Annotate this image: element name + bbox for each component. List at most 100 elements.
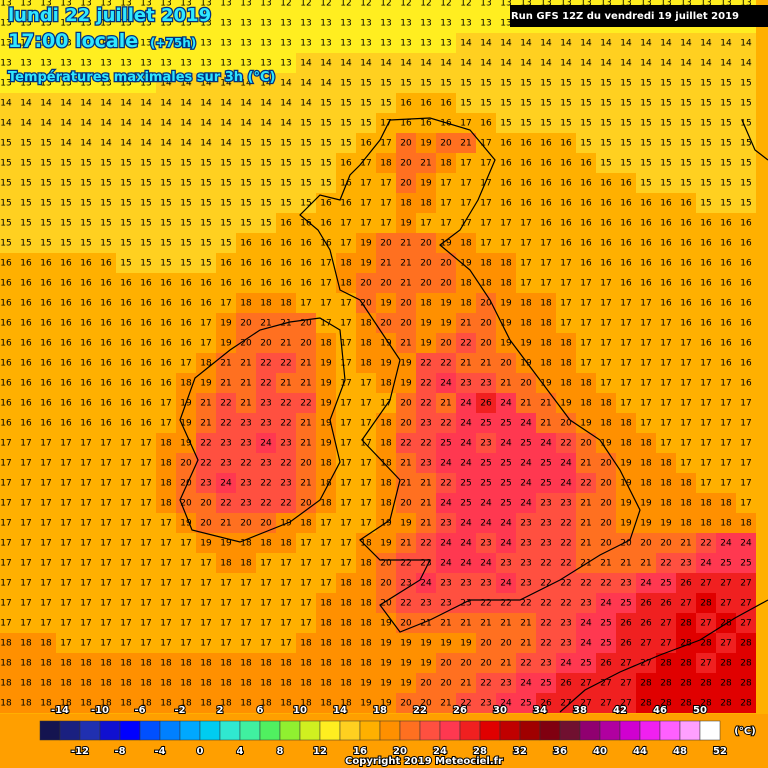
value: 15 xyxy=(700,139,711,149)
cell xyxy=(416,73,436,93)
cell xyxy=(576,673,596,693)
legend-label: 46 xyxy=(653,705,667,716)
value: 17 xyxy=(240,639,251,649)
cell xyxy=(636,333,656,353)
cell xyxy=(576,273,596,293)
value: 15 xyxy=(620,159,631,169)
value: 21 xyxy=(460,359,471,369)
value: 17 xyxy=(620,359,631,369)
cell xyxy=(576,293,596,313)
value: 19 xyxy=(520,339,532,349)
cell xyxy=(56,393,76,413)
value: 20 xyxy=(380,579,392,589)
cell xyxy=(636,193,656,213)
value: 13 xyxy=(220,39,231,49)
cell xyxy=(576,93,596,113)
cell xyxy=(476,293,496,313)
cell xyxy=(476,513,496,533)
legend-swatch xyxy=(399,720,421,741)
cell xyxy=(636,413,656,433)
cell xyxy=(556,313,576,333)
cell xyxy=(296,553,316,573)
cell xyxy=(396,693,416,713)
cell xyxy=(296,33,316,53)
cell xyxy=(536,513,556,533)
cell xyxy=(156,533,176,553)
cell xyxy=(316,53,336,73)
value: 15 xyxy=(140,239,151,249)
value: 15 xyxy=(320,179,331,189)
cell xyxy=(296,273,316,293)
value: 18 xyxy=(220,679,232,689)
value: 16 xyxy=(560,199,572,209)
value: 24 xyxy=(520,419,532,429)
value: 20 xyxy=(180,499,192,509)
cell xyxy=(556,133,576,153)
value: 14 xyxy=(0,119,12,129)
value: 15 xyxy=(220,179,231,189)
legend-label: 34 xyxy=(533,705,547,716)
value: 24 xyxy=(640,579,652,589)
value: 20 xyxy=(600,479,612,489)
cell xyxy=(36,553,56,573)
value: 19 xyxy=(520,359,532,369)
cell xyxy=(276,473,296,493)
cell xyxy=(0,153,16,173)
value: 16 xyxy=(600,199,612,209)
value: 16 xyxy=(520,139,532,149)
value: 22 xyxy=(440,419,451,429)
cell xyxy=(256,393,276,413)
cell xyxy=(696,53,716,73)
cell xyxy=(716,213,736,233)
value: 16 xyxy=(720,299,732,309)
value: 18 xyxy=(520,319,532,329)
cell xyxy=(196,93,216,113)
cell xyxy=(136,653,156,673)
value: 16 xyxy=(120,399,132,409)
cell xyxy=(456,493,476,513)
norway-coast xyxy=(741,119,768,161)
value: 17 xyxy=(360,479,371,489)
cell xyxy=(676,653,696,673)
value: 17 xyxy=(300,579,311,589)
value: 24 xyxy=(700,559,712,569)
value: 18 xyxy=(160,679,172,689)
value: 17 xyxy=(160,639,171,649)
cell xyxy=(596,513,616,533)
cell xyxy=(36,33,56,53)
value: 18 xyxy=(200,699,212,709)
cell xyxy=(356,53,376,73)
value: 18 xyxy=(360,639,372,649)
value: 14 xyxy=(560,39,572,49)
cell xyxy=(56,53,76,73)
value: 13 xyxy=(540,0,551,9)
value: 18 xyxy=(420,299,432,309)
value: 15 xyxy=(200,219,211,229)
cell xyxy=(176,333,196,353)
cell xyxy=(376,373,396,393)
cell xyxy=(396,573,416,593)
cell xyxy=(356,213,376,233)
cell xyxy=(416,613,436,633)
value: 18 xyxy=(280,539,292,549)
value: 13 xyxy=(100,0,111,9)
value: 18 xyxy=(280,299,292,309)
cell xyxy=(156,573,176,593)
value: 16 xyxy=(160,359,172,369)
value: 19 xyxy=(180,399,192,409)
cell xyxy=(636,253,656,273)
cell xyxy=(736,293,756,313)
cell xyxy=(736,193,756,213)
cell xyxy=(176,253,196,273)
cell xyxy=(556,73,576,93)
cell xyxy=(236,293,256,313)
value: 24 xyxy=(520,479,532,489)
value: 18 xyxy=(60,659,72,669)
cell xyxy=(556,293,576,313)
cell xyxy=(536,193,556,213)
value: 28 xyxy=(740,679,752,689)
cell xyxy=(736,133,756,153)
legend-label: 32 xyxy=(513,746,527,757)
cell xyxy=(16,653,36,673)
